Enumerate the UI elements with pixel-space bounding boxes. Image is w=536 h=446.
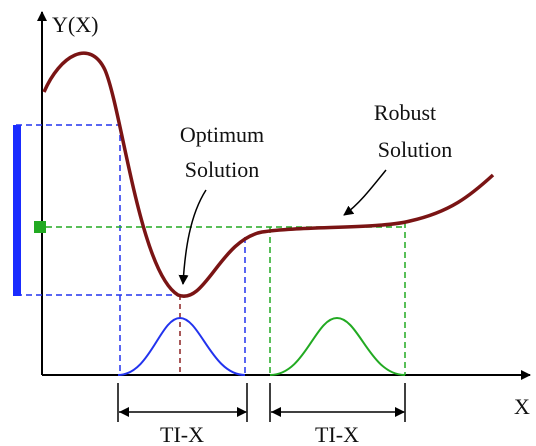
green-distribution xyxy=(269,316,406,376)
blue-guides xyxy=(16,124,246,375)
annotation-line: Optimum xyxy=(180,122,264,147)
interval-label: TI-X xyxy=(315,422,359,446)
interval xyxy=(269,383,406,422)
interval-label: TI-X xyxy=(160,422,204,446)
robust-marker xyxy=(34,221,46,233)
x-axis-label: X xyxy=(514,394,530,419)
objective-curve xyxy=(42,51,495,298)
annotation-line: Robust xyxy=(374,100,436,125)
annotation-line: Solution xyxy=(378,137,453,162)
interval xyxy=(117,383,248,422)
annotation-arrow xyxy=(178,189,207,285)
green-guides xyxy=(46,222,406,375)
annotation-line: Solution xyxy=(185,157,260,182)
annotation-arrow xyxy=(343,169,387,216)
y-axis-label: Y(X) xyxy=(52,12,98,37)
variation-bar xyxy=(13,125,21,296)
blue-distribution xyxy=(117,316,246,376)
